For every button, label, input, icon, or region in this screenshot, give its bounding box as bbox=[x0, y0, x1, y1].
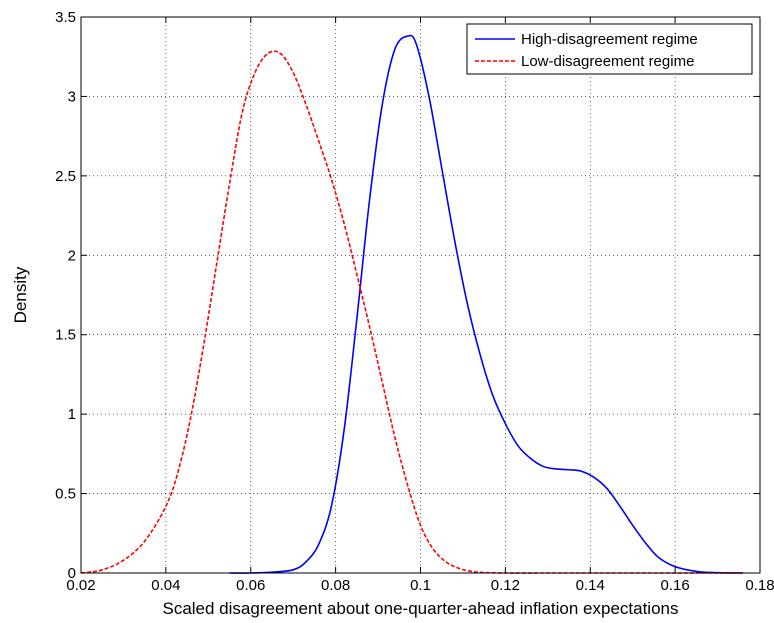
x-tick-label: 0.08 bbox=[321, 577, 350, 594]
legend-label-low: Low-disagreement regime bbox=[521, 53, 694, 70]
x-tick-label: 0.18 bbox=[745, 577, 774, 594]
legend-box bbox=[466, 23, 753, 75]
x-tick-label: 0.06 bbox=[236, 577, 265, 594]
legend-label-high: High-disagreement regime bbox=[521, 31, 698, 48]
series-line-low-disagreement bbox=[80, 50, 744, 574]
y-tick-label: 1.5 bbox=[55, 327, 76, 344]
y-tick-label: 0 bbox=[68, 565, 76, 582]
x-tick-label: 0.1 bbox=[410, 577, 431, 594]
y-axis-title: Density bbox=[11, 266, 30, 323]
x-tick-label: 0.14 bbox=[576, 577, 605, 594]
x-axis-title: Scaled disagreement about one-quarter-ah… bbox=[162, 599, 678, 618]
y-tick-label: 1 bbox=[68, 406, 76, 423]
x-tick-label: 0.16 bbox=[661, 577, 690, 594]
x-tick-label: 0.12 bbox=[491, 577, 520, 594]
y-tick-label: 2 bbox=[68, 247, 76, 264]
series-line-high-disagreement bbox=[229, 34, 744, 574]
series-layer bbox=[80, 34, 744, 574]
y-tick-label: 0.5 bbox=[55, 486, 76, 503]
x-tick-label: 0.04 bbox=[151, 577, 180, 594]
legend: High-disagreement regime Low-disagreemen… bbox=[466, 23, 753, 75]
y-tick-label: 2.5 bbox=[55, 168, 76, 185]
y-tick-label: 3 bbox=[68, 88, 76, 105]
ticks: 0.02 0.04 0.06 0.08 0.1 0.12 0.14 0.16 0.18 0 0.5 1… bbox=[55, 9, 774, 594]
y-tick-label: 3.5 bbox=[55, 9, 76, 26]
grid bbox=[81, 17, 760, 573]
x-tick-label: 0.02 bbox=[66, 577, 95, 594]
